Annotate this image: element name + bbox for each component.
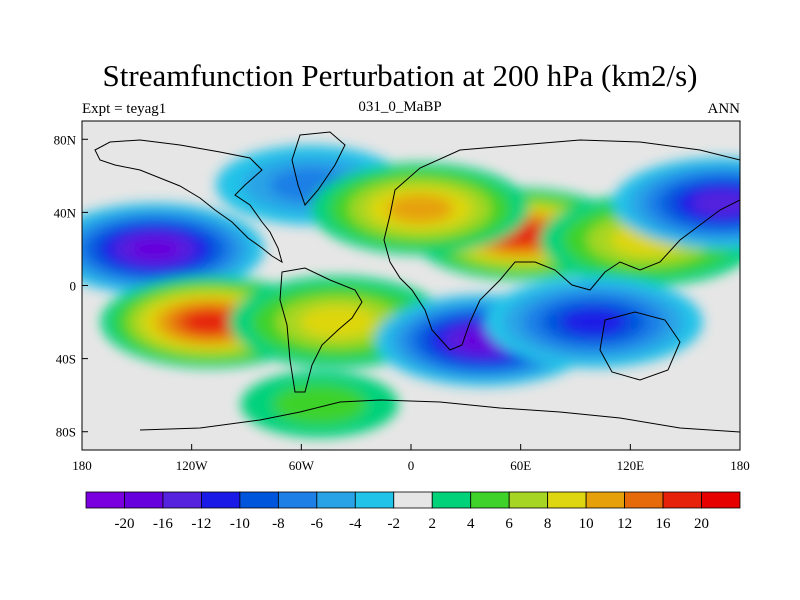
colorbar-label: -8 (272, 516, 285, 532)
colorbar-label: 10 (579, 516, 594, 532)
colorbar-swatch (394, 492, 432, 508)
colorbar-swatch (355, 492, 393, 508)
colorbar-swatch (278, 492, 316, 508)
colorbar-label: -10 (230, 516, 250, 532)
colorbar-label: 20 (694, 516, 709, 532)
colorbar-swatch (625, 492, 663, 508)
colorbar-swatch (702, 492, 740, 508)
colorbar-label: -12 (191, 516, 211, 532)
colorbar-label: 16 (656, 516, 672, 532)
colorbar-label: 6 (505, 516, 513, 532)
colorbar-swatch (124, 492, 162, 508)
colorbar-label: -4 (349, 516, 362, 532)
colorbar-label: 2 (428, 516, 436, 532)
colorbar: -20 -16 -12 -10 -8 -6 -4 -2 2 4 6 8 10 12 16 20 (0, 0, 800, 600)
colorbar-label: -16 (153, 516, 173, 532)
colorbar-label: -20 (114, 516, 134, 532)
colorbar-label: -2 (388, 516, 401, 532)
colorbar-label: -6 (311, 516, 324, 532)
colorbar-swatch (163, 492, 201, 508)
colorbar-swatch (201, 492, 239, 508)
colorbar-swatch (471, 492, 509, 508)
colorbar-swatch (509, 492, 547, 508)
colorbar-swatch (86, 492, 124, 508)
colorbar-swatch (663, 492, 701, 508)
colorbar-label: 12 (617, 516, 632, 532)
colorbar-swatch (240, 492, 278, 508)
colorbar-swatch (432, 492, 470, 508)
colorbar-swatch (548, 492, 586, 508)
colorbar-swatch (586, 492, 624, 508)
colorbar-swatch (317, 492, 355, 508)
colorbar-label: 4 (467, 516, 475, 532)
colorbar-label: 8 (544, 516, 552, 532)
